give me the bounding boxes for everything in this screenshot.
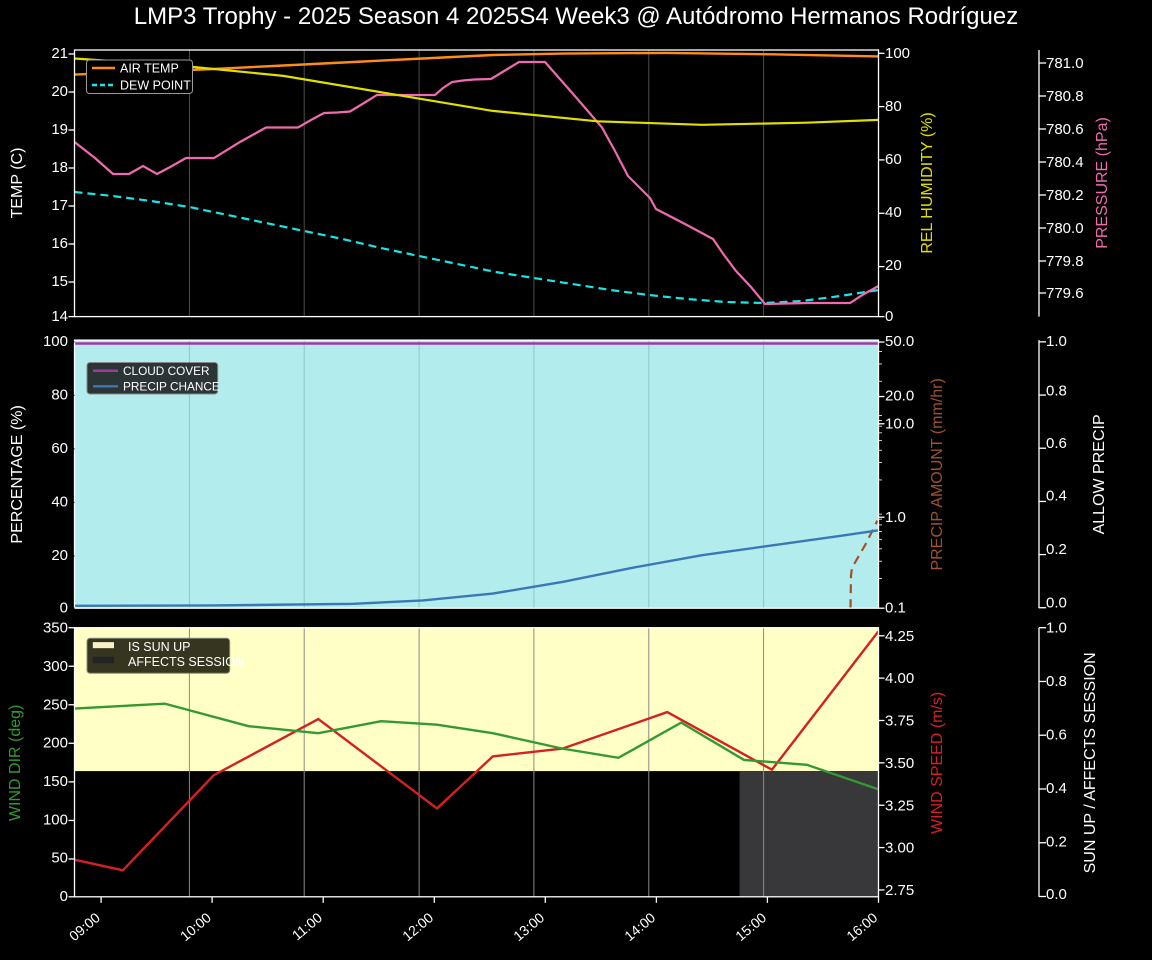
svg-text:0: 0 <box>60 600 68 617</box>
svg-text:60: 60 <box>51 440 68 457</box>
svg-text:0.6: 0.6 <box>1046 435 1067 452</box>
svg-text:0: 0 <box>885 308 893 325</box>
svg-text:50: 50 <box>51 850 68 867</box>
svg-text:780.2: 780.2 <box>1046 187 1084 204</box>
svg-text:PRECIP AMOUNT (mm/hr): PRECIP AMOUNT (mm/hr) <box>929 378 946 570</box>
svg-text:CLOUD COVER: CLOUD COVER <box>123 364 210 378</box>
svg-text:3.75: 3.75 <box>885 713 914 730</box>
svg-text:20.0: 20.0 <box>885 387 914 404</box>
svg-text:0.2: 0.2 <box>1046 541 1067 558</box>
svg-text:PERCENTAGE (%): PERCENTAGE (%) <box>9 405 26 543</box>
svg-text:REL HUMIDITY (%): REL HUMIDITY (%) <box>919 112 936 253</box>
svg-text:779.6: 779.6 <box>1046 285 1084 302</box>
svg-text:15: 15 <box>51 273 68 290</box>
svg-text:SUN UP / AFFECTS SESSION: SUN UP / AFFECTS SESSION <box>1082 652 1099 873</box>
svg-text:10.0: 10.0 <box>885 416 914 433</box>
svg-text:780.4: 780.4 <box>1046 154 1084 171</box>
svg-text:0.6: 0.6 <box>1046 727 1067 744</box>
svg-text:80: 80 <box>51 386 68 403</box>
svg-text:0.8: 0.8 <box>1046 383 1067 400</box>
svg-text:19: 19 <box>51 121 68 138</box>
svg-text:WIND DIR (deg): WIND DIR (deg) <box>7 705 24 821</box>
svg-text:780.0: 780.0 <box>1046 220 1084 237</box>
svg-text:100: 100 <box>43 811 68 828</box>
svg-text:20: 20 <box>885 257 902 274</box>
svg-text:781.0: 781.0 <box>1046 55 1084 72</box>
svg-text:ALLOW PRECIP: ALLOW PRECIP <box>1091 414 1108 534</box>
svg-text:PRESSURE (hPa): PRESSURE (hPa) <box>1094 117 1111 249</box>
svg-text:PRECIP CHANCE: PRECIP CHANCE <box>123 380 220 394</box>
svg-text:1.0: 1.0 <box>1046 620 1067 637</box>
svg-text:0.0: 0.0 <box>1046 886 1067 903</box>
svg-text:300: 300 <box>43 658 68 675</box>
svg-text:0.4: 0.4 <box>1046 780 1067 797</box>
svg-text:21: 21 <box>51 45 68 62</box>
svg-text:20: 20 <box>51 547 68 564</box>
svg-text:3.00: 3.00 <box>885 840 914 857</box>
svg-text:80: 80 <box>885 98 902 115</box>
svg-text:0.0: 0.0 <box>1046 595 1067 612</box>
svg-text:TEMP (C): TEMP (C) <box>9 148 26 219</box>
svg-text:150: 150 <box>43 773 68 790</box>
svg-text:780.6: 780.6 <box>1046 121 1084 138</box>
svg-text:60: 60 <box>885 151 902 168</box>
svg-text:17: 17 <box>51 197 68 214</box>
svg-text:780.8: 780.8 <box>1046 88 1084 105</box>
svg-text:AIR TEMP: AIR TEMP <box>120 62 179 76</box>
svg-text:0.4: 0.4 <box>1046 488 1067 505</box>
svg-text:0.1: 0.1 <box>885 600 906 617</box>
svg-text:250: 250 <box>43 696 68 713</box>
svg-text:779.8: 779.8 <box>1046 253 1084 270</box>
svg-text:3.50: 3.50 <box>885 755 914 772</box>
svg-text:WIND SPEED (m/s): WIND SPEED (m/s) <box>929 692 946 834</box>
svg-text:100: 100 <box>885 45 910 62</box>
svg-text:4.00: 4.00 <box>885 670 914 687</box>
svg-text:50.0: 50.0 <box>885 333 914 350</box>
svg-text:40: 40 <box>51 494 68 511</box>
svg-text:1.0: 1.0 <box>1046 333 1067 350</box>
svg-text:350: 350 <box>43 620 68 637</box>
svg-text:16: 16 <box>51 235 68 252</box>
svg-text:20: 20 <box>51 83 68 100</box>
svg-text:0: 0 <box>60 888 68 905</box>
svg-text:IS SUN UP: IS SUN UP <box>128 640 191 654</box>
svg-text:1.0: 1.0 <box>885 509 906 526</box>
svg-text:40: 40 <box>885 204 902 221</box>
svg-text:14: 14 <box>51 308 68 325</box>
svg-text:0.2: 0.2 <box>1046 834 1067 851</box>
svg-text:2.75: 2.75 <box>885 882 914 899</box>
svg-text:0.8: 0.8 <box>1046 673 1067 690</box>
svg-text:18: 18 <box>51 159 68 176</box>
svg-text:4.25: 4.25 <box>885 628 914 645</box>
svg-text:3.25: 3.25 <box>885 797 914 814</box>
svg-text:100: 100 <box>43 333 68 350</box>
svg-text:LMP3 Trophy - 2025 Season 4 20: LMP3 Trophy - 2025 Season 4 2025S4 Week3… <box>134 3 1018 30</box>
svg-text:DEW POINT: DEW POINT <box>120 79 191 93</box>
svg-text:AFFECTS SESSION: AFFECTS SESSION <box>128 655 244 669</box>
svg-text:200: 200 <box>43 735 68 752</box>
